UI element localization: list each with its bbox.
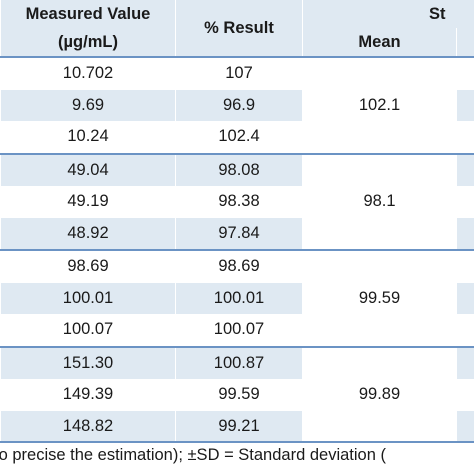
row-blank-cell [456,410,474,441]
header-result: % Result [175,0,303,57]
result-cell: 100.07 [175,314,303,347]
results-table: Measured Value % Result St (µg/mL) Mean … [0,0,474,441]
mean-cell: 99.89 [302,345,457,441]
result-cell: 98.08 [175,152,303,186]
header-statistics: St [302,0,474,28]
measured-value-cell: 49.04 [0,152,176,186]
measured-value-cell: 9.69 [0,89,176,121]
table-row: 10.702 107 102.1 [0,56,474,154]
measured-value-cell: 49.19 [0,186,176,218]
measured-value-cell: 148.82 [0,410,176,441]
measured-value-cell: 151.30 [0,345,176,379]
row-blank-cell [456,282,474,314]
mean-cell: 99.59 [302,249,457,347]
row-blank-cell [456,249,474,283]
row-blank-cell [456,186,474,218]
table-row: 49.19 98.38 [0,186,474,218]
header-measured-value-line1: Measured Value [0,0,176,28]
result-cell: 107 [175,56,303,90]
result-cell: 100.01 [175,282,303,314]
row-blank-cell [456,379,474,411]
result-cell: 99.59 [175,379,303,411]
table-row: 48.92 97.84 [0,217,474,250]
result-cell: 96.9 [175,89,303,121]
row-blank-cell [456,56,474,90]
measured-value-cell: 48.92 [0,217,176,250]
mean-cell: 98.1 [302,152,457,250]
table-row: 98.69 98.69 99.59 [0,249,474,347]
row-blank-cell [456,121,474,154]
result-cell: 97.84 [175,217,303,250]
table-bottom-rule [0,441,474,443]
result-cell: 98.38 [175,186,303,218]
table-row: 148.82 99.21 [0,410,474,441]
row-blank-cell [456,345,474,379]
table-footnote: to precise the estimation); ±SD = Standa… [0,446,386,464]
measured-value-cell: 98.69 [0,249,176,283]
row-blank-cell [456,152,474,186]
header-measured-value-unit: (µg/mL) [0,28,176,57]
measured-value-cell: 100.07 [0,314,176,347]
measured-value-cell: 10.702 [0,56,176,90]
table-row: 100.07 100.07 [0,314,474,347]
table-row: 149.39 99.59 [0,379,474,411]
table-row: 100.01 100.01 [0,282,474,314]
header-blank-cell-3 [456,28,474,57]
measured-value-cell: 100.01 [0,282,176,314]
measured-value-cell: 10.24 [0,121,176,154]
measured-value-cell: 149.39 [0,379,176,411]
result-cell: 102.4 [175,121,303,154]
table-row: 9.69 96.9 [0,89,474,121]
table-row: 49.04 98.08 98.1 [0,152,474,250]
result-cell: 100.87 [175,345,303,379]
table-row: 151.30 100.87 99.89 [0,345,474,441]
mean-cell: 102.1 [302,56,457,154]
result-cell: 99.21 [175,410,303,441]
results-table-container: Measured Value % Result St (µg/mL) Mean … [0,0,474,441]
header-mean: Mean [302,28,457,57]
row-blank-cell [456,314,474,347]
row-blank-cell [456,89,474,121]
table-row: 10.24 102.4 [0,121,474,154]
result-cell: 98.69 [175,249,303,283]
row-blank-cell [456,217,474,250]
